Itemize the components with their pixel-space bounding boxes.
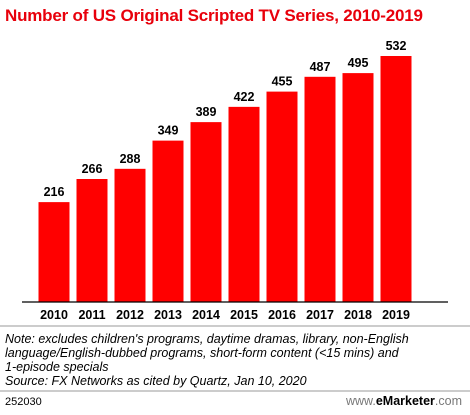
x-tick-label: 2018 xyxy=(344,308,372,322)
note-line: Note: excludes children's programs, dayt… xyxy=(5,332,409,346)
chart-id: 252030 xyxy=(5,396,42,408)
x-tick-label: 2019 xyxy=(382,308,410,322)
chart-title: Number of US Original Scripted TV Series… xyxy=(5,6,423,25)
note-line: language/English-dubbed programs, short-… xyxy=(5,346,399,360)
x-tick-label: 2011 xyxy=(78,308,105,322)
x-tick-label: 2014 xyxy=(192,308,220,322)
data-label: 288 xyxy=(120,152,141,166)
data-label: 266 xyxy=(82,162,103,176)
data-label: 455 xyxy=(272,75,293,89)
bar xyxy=(38,202,70,302)
bar xyxy=(114,168,146,302)
note-line: 1-episode specials xyxy=(5,360,109,374)
source-line: Source: FX Networks as cited by Quartz, … xyxy=(5,374,307,388)
bar xyxy=(152,140,184,302)
x-tick-label: 2012 xyxy=(116,308,144,322)
brand-logo: www.eMarketer.com xyxy=(346,394,462,408)
bar xyxy=(304,76,336,302)
bar xyxy=(342,73,374,302)
x-tick-label: 2010 xyxy=(40,308,68,322)
data-label: 422 xyxy=(234,90,255,104)
data-label: 349 xyxy=(158,124,179,138)
brand-suffix: .com xyxy=(434,394,462,408)
bar xyxy=(266,91,298,303)
x-tick-label: 2017 xyxy=(306,308,334,322)
bar xyxy=(190,122,222,303)
chart-note: Note: excludes children's programs, dayt… xyxy=(5,332,465,388)
data-label: 487 xyxy=(310,60,331,74)
data-label: 495 xyxy=(348,56,369,70)
data-label: 216 xyxy=(44,185,65,199)
data-label: 532 xyxy=(386,39,407,53)
x-tick-label: 2013 xyxy=(154,308,182,322)
bar xyxy=(228,106,260,303)
data-label: 389 xyxy=(196,105,217,119)
bar xyxy=(76,179,108,302)
x-tick-label: 2016 xyxy=(268,308,296,322)
brand-prefix: www. xyxy=(345,394,376,408)
x-tick-label: 2015 xyxy=(230,308,258,322)
brand-name: eMarketer xyxy=(375,394,435,408)
bar xyxy=(380,56,412,302)
